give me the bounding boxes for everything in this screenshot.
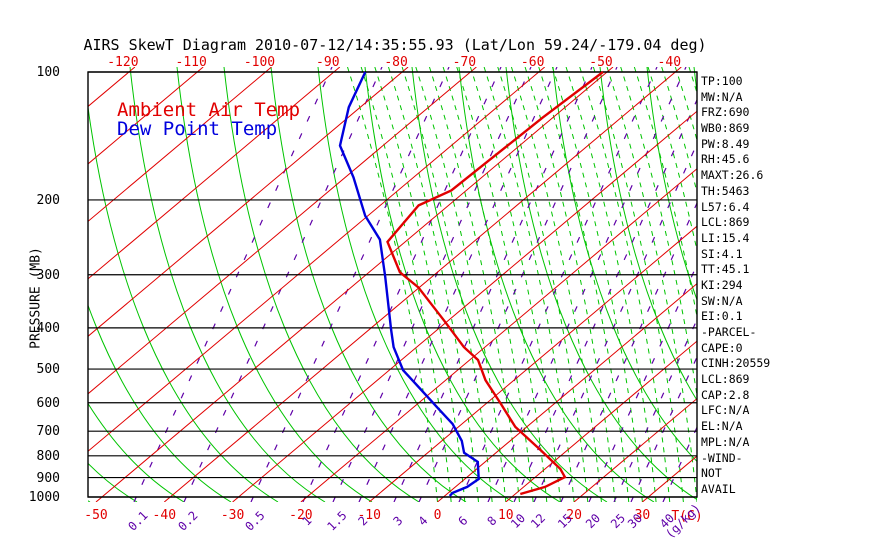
- stat-line: PW:8.49: [701, 136, 750, 151]
- stat-line: NOT: [701, 466, 722, 481]
- stat-line: -PARCEL-: [701, 325, 757, 339]
- stat-line: MPL:N/A: [701, 434, 750, 449]
- pressure-tick-label: 600: [36, 395, 60, 411]
- pressure-tick-label: 200: [36, 192, 60, 208]
- top-temp-tick-label: -100: [243, 55, 276, 70]
- stat-line: LFC:N/A: [701, 403, 750, 418]
- bottom-temp-tick-label: 10: [497, 508, 514, 523]
- stat-line: RH:45.6: [701, 152, 750, 167]
- stat-line: -WIND-: [701, 450, 743, 465]
- sounding-curves: [338, 71, 604, 497]
- bottom-temp-tick-label: 20: [566, 508, 582, 523]
- grid-lines: [88, 67, 697, 502]
- stat-line: WB0:869: [701, 121, 750, 136]
- stat-line: CINH:20559: [701, 356, 771, 371]
- dew-point-temp-curve: [338, 71, 480, 497]
- stat-line: TT:45.1: [701, 262, 750, 277]
- stat-line: LI:15.4: [701, 230, 750, 245]
- pressure-tick-label: 500: [36, 362, 60, 378]
- stat-line: CAPE:0: [701, 340, 743, 355]
- pressure-tick-label: 400: [36, 320, 60, 336]
- stat-line: KI:294: [701, 277, 743, 292]
- top-temp-tick-label: -60: [520, 55, 545, 70]
- top-temp-tick-label: -70: [452, 55, 477, 70]
- pressure-tick-label: 900: [36, 470, 60, 486]
- stat-line: FRZ:690: [701, 105, 750, 120]
- bottom-temp-tick-label: 0: [433, 508, 442, 523]
- stat-line: LCL:869: [701, 372, 750, 387]
- bottom-temp-tick-label: -20: [289, 508, 313, 523]
- bottom-temp-tick-label: -30: [220, 508, 245, 523]
- temp-unit-label: T(C): [671, 509, 703, 524]
- stat-line: TH:5463: [701, 183, 750, 198]
- ambient-air-temp-curve: [386, 71, 604, 496]
- page-title: AIRS SkewT Diagram 2010-07-12/14:35:55.9…: [83, 36, 707, 54]
- stat-line: AVAIL: [701, 481, 736, 496]
- top-temp-tick-label: -110: [175, 55, 207, 70]
- pressure-tick-label: 1000: [28, 490, 60, 505]
- legend-ambient-air-temp: Ambient Air Temp: [117, 99, 301, 121]
- pressure-tick-label: 100: [36, 65, 60, 80]
- top-temp-tick-label: -50: [589, 55, 613, 70]
- stat-line: CAP:2.8: [701, 387, 750, 402]
- top-temp-tick-label: -80: [384, 55, 408, 70]
- stat-line: TP:100: [701, 74, 743, 88]
- bottom-temp-tick-label: -10: [357, 508, 381, 523]
- stats-panel: TP:100 MW:N/A FRZ:690 WB0:869 PW:8.49 RH:45.6…: [701, 74, 770, 498]
- stat-line: L57:6.4: [701, 199, 750, 214]
- stat-line: SI:4.1: [701, 246, 743, 261]
- pressure-tick-label: 700: [36, 424, 60, 440]
- pressure-tick-label: 300: [36, 267, 60, 283]
- top-temp-tick-label: -120: [107, 55, 139, 70]
- stat-line: MAXT:26.6: [701, 168, 764, 183]
- bottom-temp-tick-label: -50: [84, 508, 108, 523]
- stat-line: EL:N/A: [701, 419, 743, 434]
- stat-line: SW:N/A: [701, 293, 743, 308]
- bottom-temp-tick-label: 30: [634, 508, 651, 523]
- stat-line: LCL:869: [701, 215, 750, 230]
- bottom-temp-tick-label: -40: [152, 508, 177, 523]
- stat-line: EI:0.1: [701, 309, 743, 324]
- top-temp-tick-label: -40: [657, 55, 682, 70]
- pressure-tick-label: 800: [36, 448, 60, 464]
- stat-line: MW:N/A: [701, 89, 743, 104]
- top-temp-tick-label: -90: [316, 55, 340, 70]
- legend-dew-point-temp: Dew Point Temp: [117, 118, 278, 140]
